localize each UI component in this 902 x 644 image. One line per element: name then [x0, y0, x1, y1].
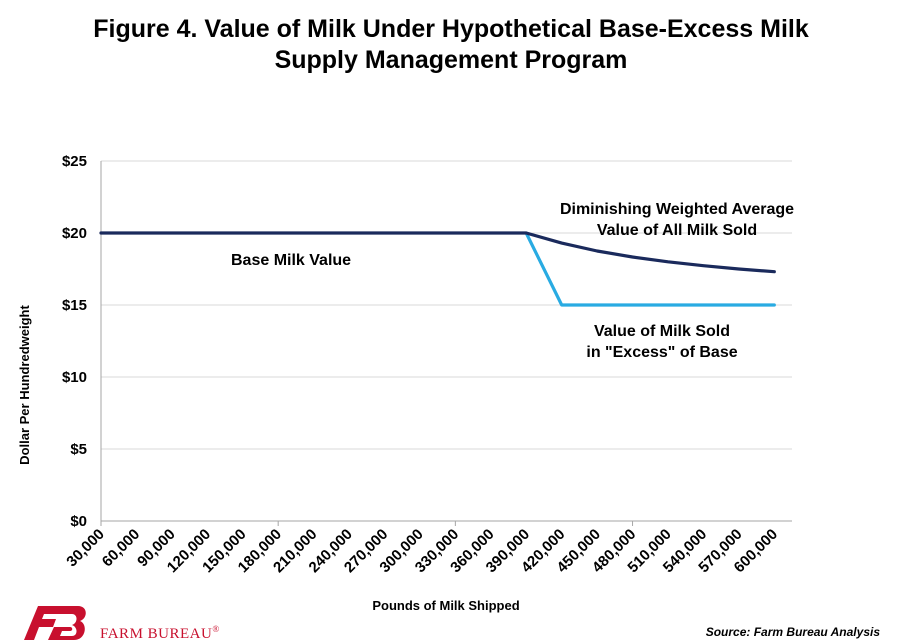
- y-axis-label: Dollar Per Hundredweight: [17, 305, 32, 465]
- annotation-weighted-average-line-1: Diminishing Weighted Average: [560, 201, 794, 218]
- y-tick-label: $10: [62, 369, 87, 386]
- annotation-base-milk-value: Base Milk Value: [231, 252, 351, 269]
- x-tick-labels: 30,00060,00090,000120,000150,000180,0002…: [63, 526, 781, 576]
- chart-title-line-1: Figure 4. Value of Milk Under Hypothetic…: [93, 15, 809, 43]
- brand-text: FARM BUREAU: [100, 626, 213, 642]
- annotation-weighted-average-line-2: Value of All Milk Sold: [597, 222, 757, 239]
- chart-title: Figure 4. Value of Milk Under Hypothetic…: [0, 14, 902, 76]
- series-lines: [99, 231, 776, 307]
- x-axis-label: Pounds of Milk Shipped: [372, 598, 519, 613]
- y-tick-labels: $0 $5 $10 $15 $20 $25: [62, 153, 87, 530]
- y-tick-label: $25: [62, 153, 87, 170]
- x-tick-label: 30,000: [63, 526, 107, 570]
- y-tick-label: $0: [70, 513, 87, 530]
- y-tick-label: $20: [62, 225, 87, 242]
- source-note: Source: Farm Bureau Analysis: [705, 625, 880, 639]
- series-line-excess-value: [524, 231, 776, 307]
- annotation-excess-line-1: Value of Milk Sold: [594, 323, 730, 340]
- brand-name: FARM BUREAU®: [100, 624, 220, 643]
- y-tick-label: $5: [70, 441, 87, 458]
- axes: [100, 161, 792, 526]
- series-line-weighted-average: [99, 231, 776, 274]
- annotation-excess-line-2: in "Excess" of Base: [586, 344, 737, 361]
- y-tick-label: $15: [62, 297, 87, 314]
- registered-mark: ®: [212, 624, 220, 634]
- farm-bureau-logo: [24, 606, 86, 640]
- chart-title-line-2: Supply Management Program: [274, 46, 628, 74]
- x-tick-label: 60,000: [99, 526, 143, 570]
